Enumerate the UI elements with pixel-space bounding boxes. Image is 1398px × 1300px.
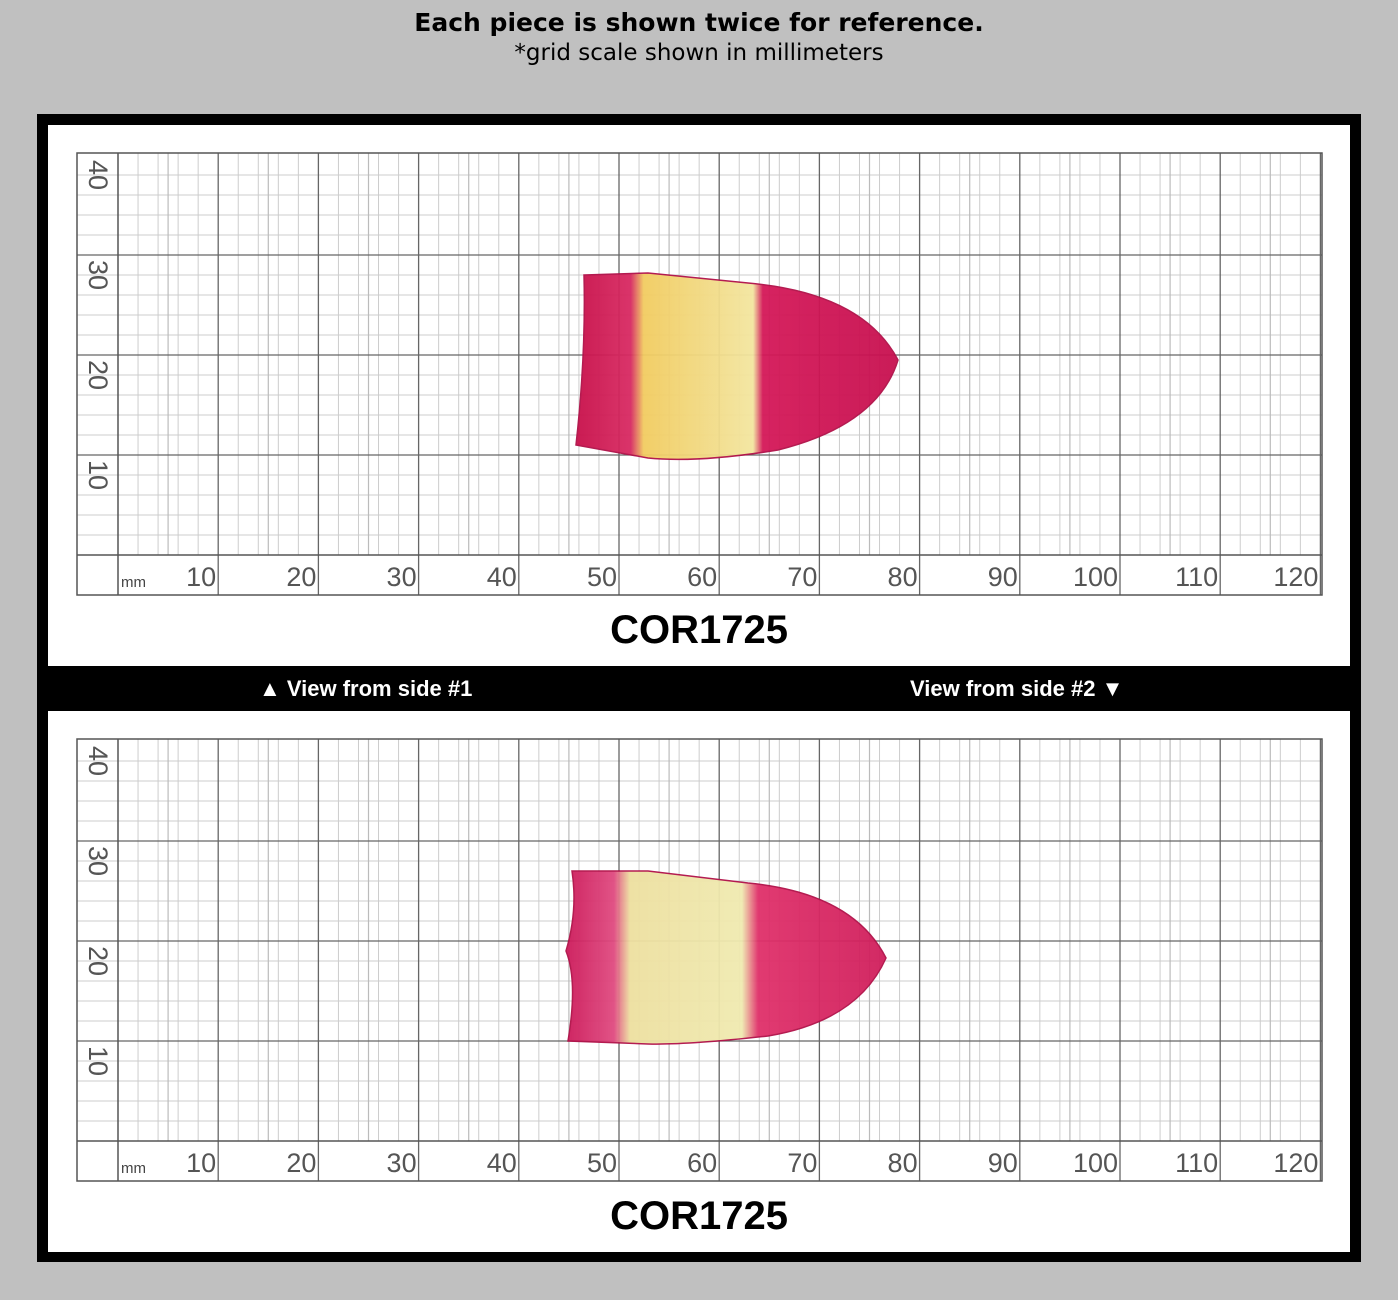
title: Each piece is shown twice for reference. (414, 8, 984, 37)
product-code: COR1725 (610, 608, 788, 652)
grid-border (76, 152, 1323, 596)
y-label: 30 (83, 846, 113, 876)
x-label: 50 (587, 562, 617, 592)
y-label: 20 (83, 946, 113, 976)
gem-piece (565, 870, 887, 1045)
x-label: 90 (988, 1148, 1018, 1178)
x-label: 40 (487, 1148, 517, 1178)
x-label: 120 (1273, 1148, 1318, 1178)
x-label: 70 (787, 562, 817, 592)
x-label: 70 (787, 1148, 817, 1178)
x-label: 50 (587, 1148, 617, 1178)
y-label: 10 (83, 1046, 113, 1076)
subtitle: *grid scale shown in millimeters (514, 40, 884, 66)
x-label: 110 (1175, 562, 1218, 592)
x-label: 80 (888, 1148, 918, 1178)
side-label: View from side #2 ▼ (910, 676, 1124, 701)
x-label: 60 (687, 1148, 717, 1178)
grid-photo: mm 10 20 30 40 50 60 70 80 90 100 110 120 10 20 30 40 COR… (76, 152, 1323, 652)
x-label: 100 (1073, 562, 1118, 592)
x-label: 10 (186, 562, 216, 592)
panel: mm 10 20 30 40 50 60 70 80 90 100 110 120 10 20 30 40 COR… (48, 125, 1350, 666)
x-label: 20 (286, 1148, 316, 1178)
x-label: 30 (387, 1148, 417, 1178)
unit-label: mm (121, 1160, 146, 1177)
panel: mm 10 20 30 40 50 60 70 80 90 100 110 120 10 20 30 40 COR… (48, 711, 1350, 1252)
y-label: 20 (83, 360, 113, 390)
unit-label: mm (121, 574, 146, 591)
x-label: 110 (1175, 1148, 1218, 1178)
y-label: 30 (83, 260, 113, 290)
x-label: 100 (1073, 1148, 1118, 1178)
x-label: 80 (888, 562, 918, 592)
x-label: 90 (988, 562, 1018, 592)
product-code: COR1725 (610, 1194, 788, 1238)
y-label: 40 (83, 160, 113, 190)
y-label: 10 (83, 460, 113, 490)
x-label: 40 (487, 562, 517, 592)
x-label: 10 (186, 1148, 216, 1178)
gem-piece (575, 272, 899, 461)
side-label: ▲ View from side #1 (259, 676, 473, 701)
grid-border (76, 738, 1323, 1182)
x-label: 120 (1273, 562, 1318, 592)
frame: mm 10 20 30 40 50 60 70 80 90 100 110 120 10 20 30 40 COR… (37, 114, 1361, 1262)
grid-photo: mm 10 20 30 40 50 60 70 80 90 100 110 120 10 20 30 40 COR… (76, 738, 1323, 1238)
x-label: 60 (687, 562, 717, 592)
x-label: 30 (387, 562, 417, 592)
y-label: 40 (83, 746, 113, 776)
x-label: 20 (286, 562, 316, 592)
